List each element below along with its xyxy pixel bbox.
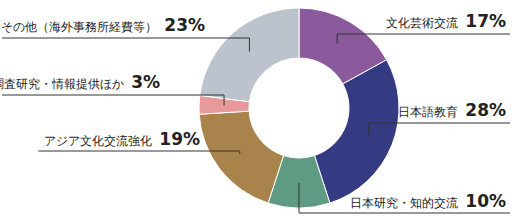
category-label: 文化芸術交流 bbox=[386, 16, 458, 30]
value-label: 19% bbox=[159, 129, 200, 149]
leader-line bbox=[369, 123, 510, 136]
slice bbox=[199, 111, 283, 203]
leader-line bbox=[38, 151, 239, 154]
leader-lines bbox=[2, 34, 510, 213]
value-label: 28% bbox=[465, 100, 506, 120]
leader-line bbox=[2, 38, 249, 52]
donut-chart: 17% 文化芸術交流 28% 日本語教育 10% 日本研究・知的交流 19% アジア文化交流強… bbox=[0, 0, 520, 217]
leader-line bbox=[299, 183, 510, 213]
category-label: その他（海外事務所経費等） bbox=[1, 20, 157, 34]
value-label: 23% bbox=[164, 15, 205, 35]
labels: 17% 文化芸術交流 28% 日本語教育 10% 日本研究・知的交流 19% アジア文化交流強… bbox=[0, 11, 506, 211]
category-label: アジア文化交流強化 bbox=[44, 134, 152, 148]
category-label: 日本研究・知的交流 bbox=[350, 196, 458, 210]
value-label: 17% bbox=[465, 11, 506, 31]
value-label: 10% bbox=[465, 191, 506, 211]
leader-line bbox=[2, 95, 224, 106]
slice bbox=[200, 8, 299, 102]
value-label: 3% bbox=[131, 72, 160, 92]
category-label: 日本語教育 bbox=[398, 105, 458, 119]
category-label: 調査研究・情報提供ほか bbox=[0, 77, 124, 91]
slice bbox=[314, 60, 399, 203]
leader-line bbox=[337, 34, 510, 43]
